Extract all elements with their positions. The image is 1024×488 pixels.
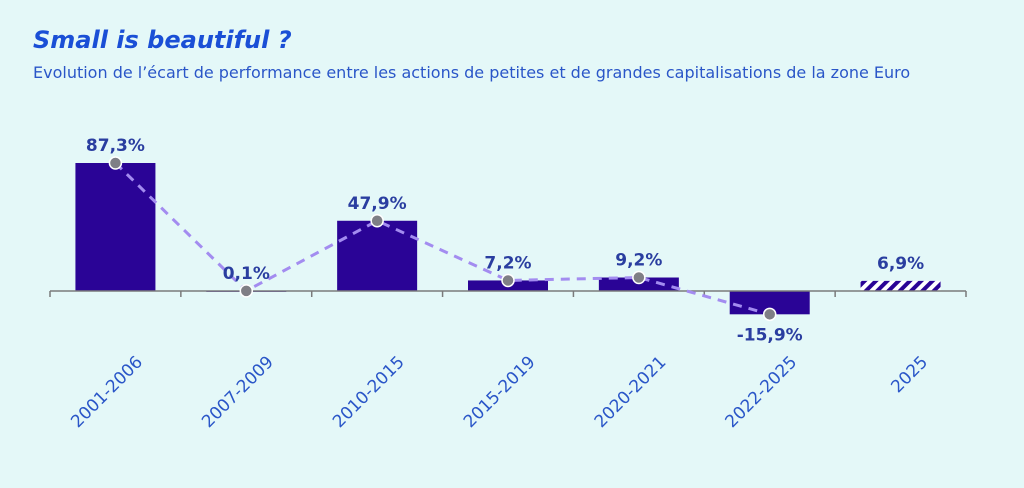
x-tick-label: 2007-2009 bbox=[198, 352, 278, 432]
bar-2025 bbox=[860, 280, 941, 291]
bar-2001-2006 bbox=[75, 163, 156, 291]
chart-subtitle: Evolution de l’écart de performance entr… bbox=[33, 63, 911, 82]
trend-marker bbox=[762, 307, 777, 322]
x-tick-label: 2010-2015 bbox=[329, 352, 409, 432]
x-tick-label: 2020-2021 bbox=[591, 352, 671, 432]
trend-marker bbox=[108, 156, 123, 170]
value-label: -15,9% bbox=[737, 325, 803, 345]
x-tick-label: 2015-2019 bbox=[460, 352, 540, 432]
value-label: 9,2% bbox=[615, 251, 662, 271]
value-label: 87,3% bbox=[86, 136, 145, 156]
value-label: 7,2% bbox=[484, 253, 531, 273]
x-tick-label: 2025 bbox=[887, 352, 932, 397]
x-tick-label: 2022-2025 bbox=[722, 352, 802, 432]
trend-line-layer bbox=[108, 156, 777, 322]
chart-title: Small is beautiful ? bbox=[33, 26, 292, 54]
value-label: 0,1% bbox=[223, 264, 270, 284]
trend-marker bbox=[501, 273, 515, 288]
x-tick-label: 2001-2006 bbox=[67, 352, 147, 432]
value-label: 6,9% bbox=[877, 254, 924, 274]
bar-2010-2015 bbox=[337, 220, 418, 291]
axis-layer bbox=[49, 290, 967, 297]
trend-marker bbox=[239, 284, 254, 298]
trend-line bbox=[114, 161, 771, 316]
trend-marker bbox=[632, 270, 646, 285]
value-label: 47,9% bbox=[348, 194, 407, 214]
trend-marker bbox=[370, 214, 384, 228]
